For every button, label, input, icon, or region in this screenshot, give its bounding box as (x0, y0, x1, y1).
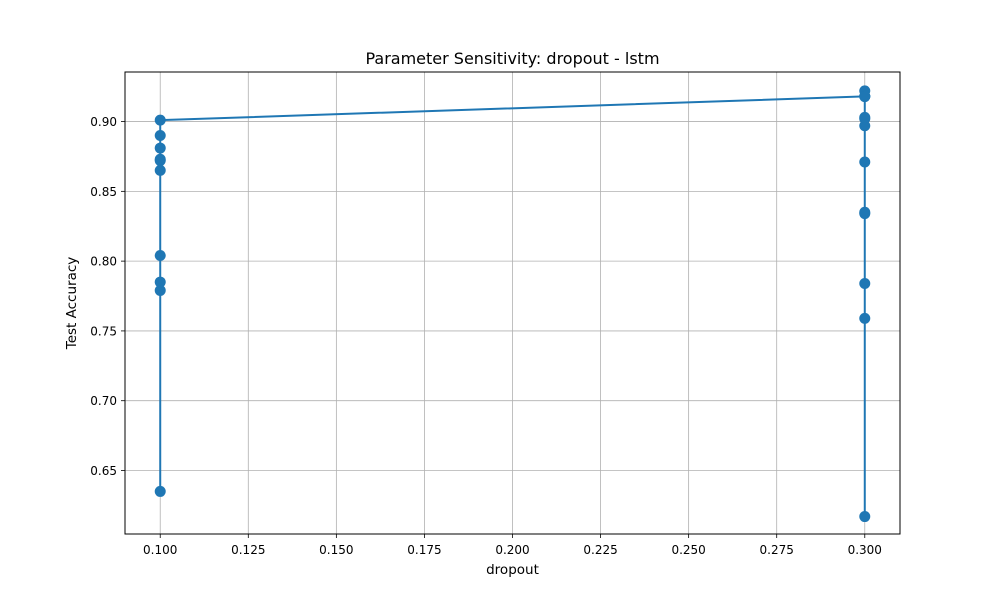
data-point (154, 130, 166, 142)
x-tick-label: 0.125 (231, 543, 265, 557)
y-tick-label: 0.85 (90, 185, 117, 199)
data-point (859, 511, 871, 523)
data-point (154, 142, 166, 154)
data-series (154, 85, 871, 523)
x-tick-label: 0.175 (407, 543, 441, 557)
data-point (859, 156, 871, 168)
axis-ticks: 0.100 0.125 0.150 0.175 0.200 0.225 0.250 0.275… (90, 115, 882, 557)
data-point (154, 485, 166, 497)
x-tick-label: 0.100 (143, 543, 177, 557)
y-tick-label: 0.75 (90, 324, 117, 338)
data-point (154, 284, 166, 296)
data-point (859, 111, 871, 123)
y-tick-label: 0.70 (90, 394, 117, 408)
plot-frame (124, 71, 901, 535)
data-point (154, 114, 166, 126)
y-axis-label: Test Accuracy (64, 257, 80, 351)
grid-lines (125, 72, 900, 534)
data-point (154, 276, 166, 288)
data-point (154, 164, 166, 176)
data-point (859, 277, 871, 289)
y-tick-label: 0.80 (90, 255, 117, 269)
chart-title: Parameter Sensitivity: dropout - lstm (365, 49, 659, 68)
x-tick-label: 0.275 (760, 543, 794, 557)
x-tick-label: 0.225 (583, 543, 617, 557)
x-axis-label: dropout (486, 562, 539, 578)
data-point (859, 206, 871, 218)
x-tick-label: 0.300 (848, 543, 882, 557)
y-tick-label: 0.65 (90, 464, 117, 478)
x-tick-label: 0.200 (495, 543, 529, 557)
data-point (154, 250, 166, 262)
data-point (859, 312, 871, 324)
x-tick-label: 0.150 (319, 543, 353, 557)
data-point (859, 90, 871, 102)
data-point (154, 153, 166, 165)
y-tick-label: 0.90 (90, 115, 117, 129)
x-tick-label: 0.250 (671, 543, 705, 557)
